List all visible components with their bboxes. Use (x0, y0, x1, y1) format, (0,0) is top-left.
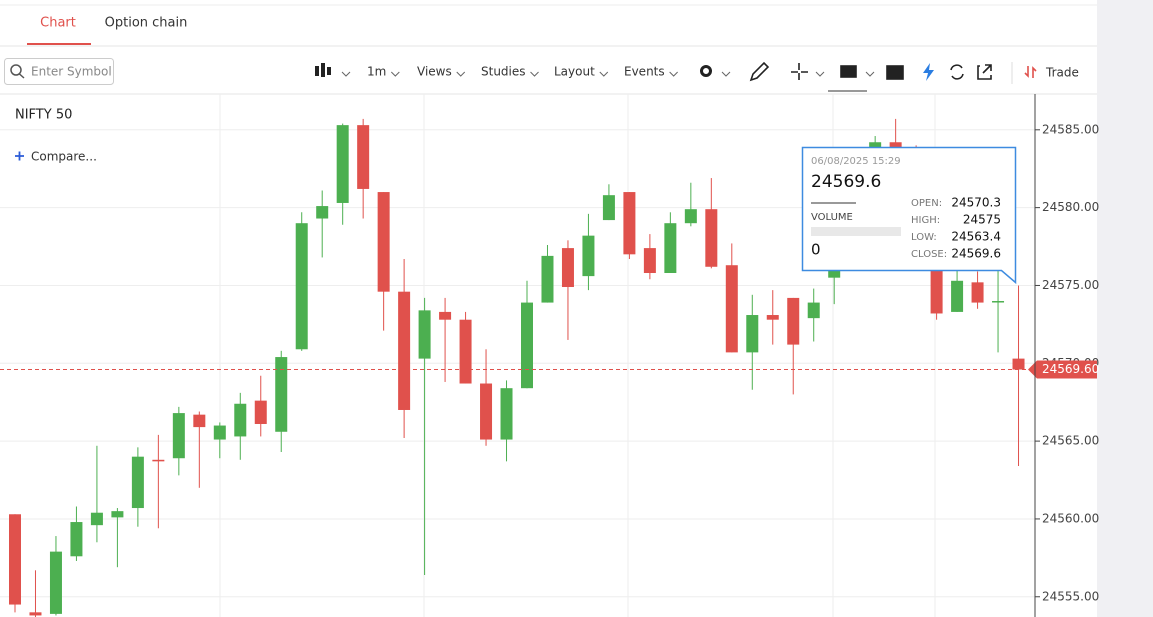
y-tick-label: 24575.00 (1042, 278, 1099, 292)
candle-body (807, 302, 820, 319)
tooltip-field-value: 24569.6 (951, 247, 1001, 261)
search-box[interactable] (4, 58, 114, 85)
candle-body (152, 459, 165, 462)
candle-body (992, 301, 1005, 303)
candle-body (480, 383, 493, 440)
candle-body (439, 311, 452, 320)
y-tick-label: 24585.00 (1042, 122, 1099, 136)
candle-body (295, 223, 308, 350)
candle-body (541, 255, 554, 303)
y-tick-label: 24580.00 (1042, 200, 1099, 214)
candle-body (705, 209, 718, 267)
search-icon (19, 73, 25, 79)
tooltip-volume-label: VOLUME (811, 212, 853, 223)
compare-plus[interactable] (15, 151, 24, 161)
candle-body (582, 235, 595, 277)
y-tick-label: 24555.00 (1042, 589, 1099, 603)
tooltip-field-value: 24575 (963, 213, 1001, 227)
candle-body (254, 400, 267, 424)
y-tick-label: 24560.00 (1042, 511, 1099, 525)
tooltip-date: 06/08/2025 15:29 (811, 156, 901, 167)
candle-body (213, 425, 226, 440)
candle-body (971, 282, 984, 303)
candle-body (111, 511, 124, 518)
toolbar-item[interactable]: Layout (554, 65, 595, 79)
candle-body (951, 280, 964, 312)
candle-body (49, 551, 62, 614)
candle-body (746, 315, 759, 353)
search-placeholder: Enter Symbol (31, 65, 112, 79)
candle-body (29, 612, 42, 616)
tooltip-field-label: HIGH: (911, 215, 940, 226)
candle-body (357, 125, 370, 189)
dropdown-arrow (456, 71, 466, 77)
candle-body (9, 514, 21, 605)
tooltip-field-label: OPEN: (911, 198, 942, 209)
tool-icons[interactable] (700, 61, 992, 82)
candle-body (766, 315, 779, 320)
candle-body (459, 319, 472, 384)
candle-body (398, 291, 411, 410)
y-tick-label: 24565.00 (1042, 434, 1099, 448)
tool-underline (828, 90, 867, 92)
tooltip-field-value: 24563.4 (951, 230, 1001, 244)
candle-body (193, 414, 206, 428)
candle-body (131, 456, 144, 509)
dropdown-arrow (669, 71, 678, 77)
candle-body (418, 310, 431, 359)
toolbar-item[interactable]: Views (417, 65, 452, 79)
candle-body (643, 248, 656, 274)
compare-button[interactable]: Compare... (31, 150, 97, 164)
toolbar-item[interactable]: Studies (481, 65, 526, 79)
candle-body (684, 209, 697, 224)
candle-body (521, 302, 533, 389)
tooltip-field-value: 24570.3 (951, 196, 1001, 210)
search-icon (10, 64, 22, 76)
tooltip: 06/08/2025 15:29 24569.6 VOLUME 0 OPEN: 2… (801, 146, 1017, 285)
candle-body (930, 262, 943, 314)
toolbar-item[interactable]: Events (624, 65, 665, 79)
candle-body (623, 192, 636, 255)
candle-body (561, 248, 574, 288)
candle-body (377, 192, 390, 292)
candle-body (602, 195, 615, 221)
candle-body (500, 388, 513, 440)
last-price-label: 24569.60 (1042, 362, 1099, 376)
tooltip-field-label: LOW: (911, 232, 937, 243)
candle-icon[interactable] (315, 63, 351, 77)
candle-body (90, 512, 103, 526)
toolbar-item[interactable]: 1m (367, 65, 386, 79)
candle-body (1012, 358, 1025, 370)
candle-body (316, 206, 329, 219)
candle-body (725, 265, 738, 353)
trade-button[interactable]: Trade (1045, 66, 1079, 80)
last-price-tag (1028, 360, 1097, 379)
candle-body (787, 297, 800, 345)
candle-body (336, 125, 349, 203)
tab[interactable]: Option chain (105, 16, 188, 31)
trade-icon (1024, 66, 1037, 78)
candle-body (275, 357, 288, 432)
candle-body (234, 403, 247, 437)
dropdown-arrow (599, 71, 609, 77)
side-panel (1097, 0, 1153, 617)
candle-body (70, 522, 83, 557)
tab-underline (27, 43, 91, 45)
tooltip-volume: 0 (811, 241, 821, 259)
symbol-name: NIFTY 50 (15, 108, 72, 123)
candle-body (172, 413, 185, 459)
candle-body (664, 223, 677, 274)
tooltip-price: 24569.6 (811, 172, 881, 192)
dropdown-arrow (390, 71, 400, 77)
tab[interactable]: Chart (40, 16, 76, 31)
tooltip-field-label: CLOSE: (911, 249, 947, 260)
dropdown-arrow (530, 71, 539, 77)
